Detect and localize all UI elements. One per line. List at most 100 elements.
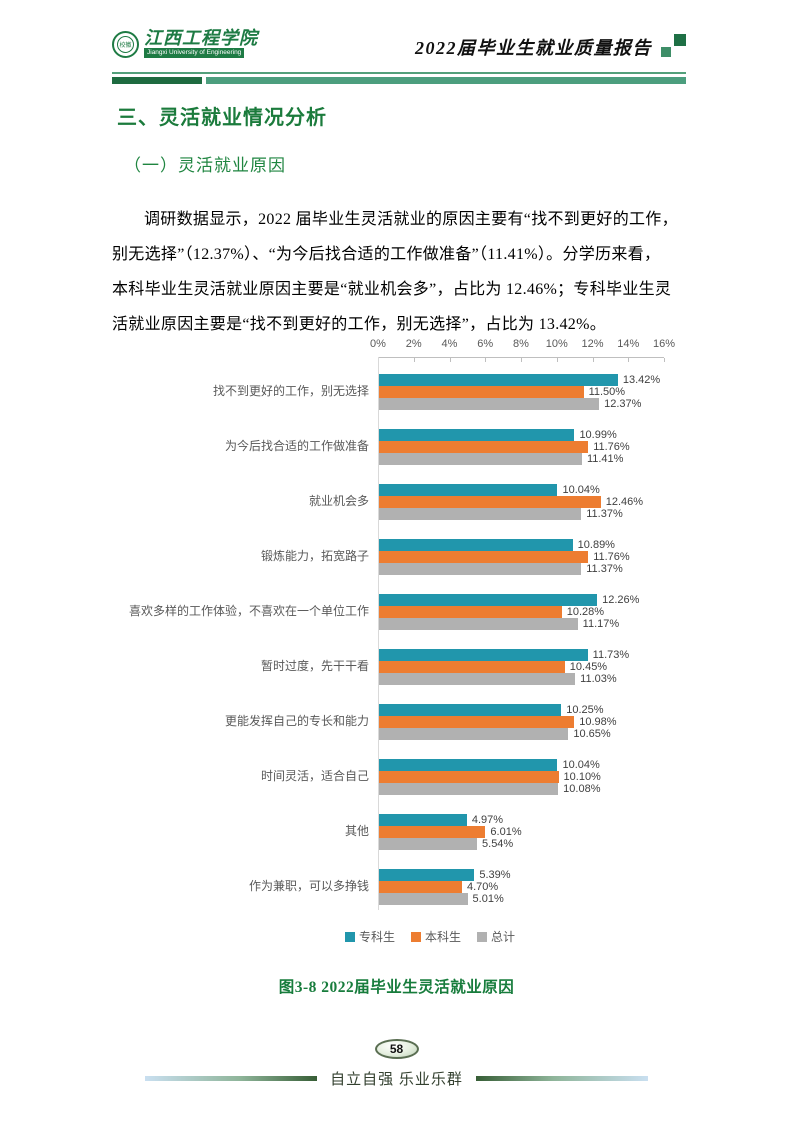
value-label: 10.08% bbox=[563, 782, 601, 795]
legend-item: 专科生 bbox=[344, 928, 395, 945]
value-label: 10.04% bbox=[562, 483, 600, 496]
bar-总计 bbox=[378, 507, 582, 520]
x-tick-label: 4% bbox=[441, 338, 458, 350]
bar-group: 12.26% 10.28% 11.17% bbox=[378, 593, 664, 630]
x-tick-mark bbox=[521, 358, 522, 362]
x-tick-mark bbox=[592, 358, 594, 362]
bar-总计 bbox=[378, 892, 468, 905]
report-title-block: 2022届毕业生就业质量报告 bbox=[415, 34, 686, 60]
category-label: 作为兼职，可以多挣钱 bbox=[248, 878, 369, 893]
value-label: 10.28% bbox=[566, 605, 605, 618]
bar-本科生 bbox=[378, 495, 601, 508]
header-bars bbox=[112, 77, 686, 84]
bar-专科生 bbox=[378, 813, 467, 826]
bar-group: 10.89% 11.76% 11.37% bbox=[378, 538, 664, 575]
chart-category-row: 就业机会多 10.04% 12.46% 11.37% bbox=[112, 474, 664, 529]
legend-label: 总计 bbox=[491, 930, 516, 944]
bar-line: 5.54% bbox=[378, 837, 664, 850]
bar-本科生 bbox=[378, 605, 562, 618]
x-tick-label: 10% bbox=[545, 338, 568, 350]
logo-text-block: 江西工程学院 Jiangxi University of Engineering bbox=[144, 28, 258, 58]
x-axis-labels: 0% 2% 4% 6% 8% 10% 12% 14% 16% bbox=[370, 338, 675, 357]
category-label: 时间灵活，适合自己 bbox=[260, 768, 369, 783]
bar-group: 11.73% 10.45% 11.03% bbox=[378, 648, 664, 685]
chart-category-row: 其他 4.97% 6.01% 5.54% bbox=[112, 804, 664, 859]
bar-专科生 bbox=[378, 758, 558, 771]
decorative-squares-icon bbox=[660, 34, 686, 60]
category-label: 其他 bbox=[344, 823, 369, 838]
bar-group: 10.99% 11.76% 11.41% bbox=[378, 428, 664, 465]
x-tick-label: 16% bbox=[652, 338, 676, 350]
chart-category-row: 为今后找合适的工作做准备 10.99% 11.76% 11.41% bbox=[112, 419, 664, 474]
bar-group: 4.97% 6.01% 5.54% bbox=[378, 813, 664, 850]
bar-专科生 bbox=[378, 868, 475, 881]
value-label: 11.37% bbox=[586, 562, 623, 575]
x-tick-label: 6% bbox=[477, 338, 494, 350]
header-top: 校徽 江西工程学院 Jiangxi University of Engineer… bbox=[112, 28, 686, 66]
university-name-cn: 江西工程学院 bbox=[144, 28, 258, 48]
bar-line: 13.42% bbox=[378, 373, 664, 386]
bar-line: 11.50% bbox=[378, 385, 664, 398]
chart-category-row: 喜欢多样的工作体验，不喜欢在一个单位工作 12.26% 10.28% 11.17% bbox=[112, 584, 664, 639]
square-dark-icon bbox=[674, 34, 686, 46]
chart-legend: 专科生 本科生 总计 bbox=[112, 928, 664, 945]
page-number-badge: 58 bbox=[374, 1039, 419, 1059]
header-rule bbox=[112, 72, 686, 74]
legend-swatch-icon bbox=[477, 931, 487, 942]
bar-group: 5.39% 4.70% 5.01% bbox=[378, 868, 664, 905]
header-bar-dark bbox=[112, 77, 202, 84]
value-label: 11.03% bbox=[580, 672, 617, 685]
x-tick-mark bbox=[664, 358, 665, 362]
university-seal-icon: 校徽 bbox=[112, 31, 139, 58]
paragraph-line: 调研数据显示，2022 届毕业生灵活就业的原因主要有“找不到更好的工作， bbox=[144, 211, 678, 228]
legend-label: 专科生 bbox=[358, 930, 395, 944]
value-label: 11.76% bbox=[593, 440, 630, 453]
bar-line: 11.03% bbox=[378, 672, 664, 685]
bar-line: 11.76% bbox=[378, 550, 664, 563]
bar-line: 10.98% bbox=[378, 715, 664, 728]
bar-line: 10.28% bbox=[378, 605, 664, 618]
chart-category-row: 时间灵活，适合自己 10.04% 10.10% 10.08% bbox=[112, 749, 664, 804]
bar-专科生 bbox=[378, 428, 575, 441]
footer-slogan: 自立自强 乐业乐群 bbox=[330, 1072, 463, 1088]
bar-总计 bbox=[378, 727, 569, 740]
bar-总计 bbox=[378, 617, 578, 630]
chart-category-row: 锻炼能力，拓宽路子 10.89% 11.76% 11.37% bbox=[112, 529, 664, 584]
value-label: 5.01% bbox=[472, 892, 504, 905]
value-label: 10.65% bbox=[573, 727, 611, 740]
x-axis-line bbox=[378, 357, 665, 364]
bar-专科生 bbox=[378, 703, 562, 716]
value-label: 6.01% bbox=[490, 825, 522, 838]
bar-group: 10.04% 10.10% 10.08% bbox=[378, 758, 664, 795]
bar-专科生 bbox=[378, 538, 573, 551]
x-tick-mark bbox=[628, 358, 630, 362]
bar-line: 12.26% bbox=[378, 593, 664, 606]
value-label: 11.17% bbox=[582, 617, 620, 630]
body-paragraph: 调研数据显示，2022 届毕业生灵活就业的原因主要有“找不到更好的工作， 别无选… bbox=[112, 202, 698, 342]
category-label: 找不到更好的工作，别无选择 bbox=[212, 383, 369, 398]
bar-line: 5.39% bbox=[378, 868, 664, 881]
bar-本科生 bbox=[378, 660, 565, 673]
value-label: 10.89% bbox=[577, 538, 615, 551]
legend-item: 总计 bbox=[477, 928, 515, 945]
bar-line: 10.04% bbox=[378, 758, 664, 771]
chart-category-row: 找不到更好的工作，别无选择 13.42% 11.50% 12.37% bbox=[112, 364, 664, 419]
paragraph-line: 活就业原因主要是“找不到更好的工作，别无选择”，占比为 13.42%。 bbox=[112, 316, 607, 333]
category-label: 为今后找合适的工作做准备 bbox=[224, 438, 369, 453]
bar-line: 6.01% bbox=[378, 825, 664, 838]
bar-line: 12.37% bbox=[378, 397, 664, 410]
value-label: 11.50% bbox=[588, 385, 626, 398]
flexible-employment-reasons-chart: 0% 2% 4% 6% 8% 10% 12% 14% 16% 找不到更好的工作，别无选择 13.4… bbox=[112, 338, 675, 945]
bar-本科生 bbox=[378, 385, 584, 398]
bar-line: 10.65% bbox=[378, 727, 664, 740]
category-label: 更能发挥自己的专长和能力 bbox=[224, 713, 369, 728]
category-label: 暂时过度，先干干看 bbox=[260, 658, 369, 673]
bar-总计 bbox=[378, 397, 600, 410]
category-axis-line bbox=[378, 357, 379, 910]
report-title: 2022届毕业生就业质量报告 bbox=[415, 38, 652, 58]
value-label: 10.99% bbox=[579, 428, 617, 441]
slogan-bar-right bbox=[475, 1076, 648, 1081]
paragraph-line: 本科毕业生灵活就业原因主要是“就业机会多”，占比为 12.46%；专科毕业生灵 bbox=[112, 281, 672, 298]
chart-category-row: 更能发挥自己的专长和能力 10.25% 10.98% 10.65% bbox=[112, 694, 664, 749]
seal-inner-icon: 校徽 bbox=[117, 36, 134, 53]
